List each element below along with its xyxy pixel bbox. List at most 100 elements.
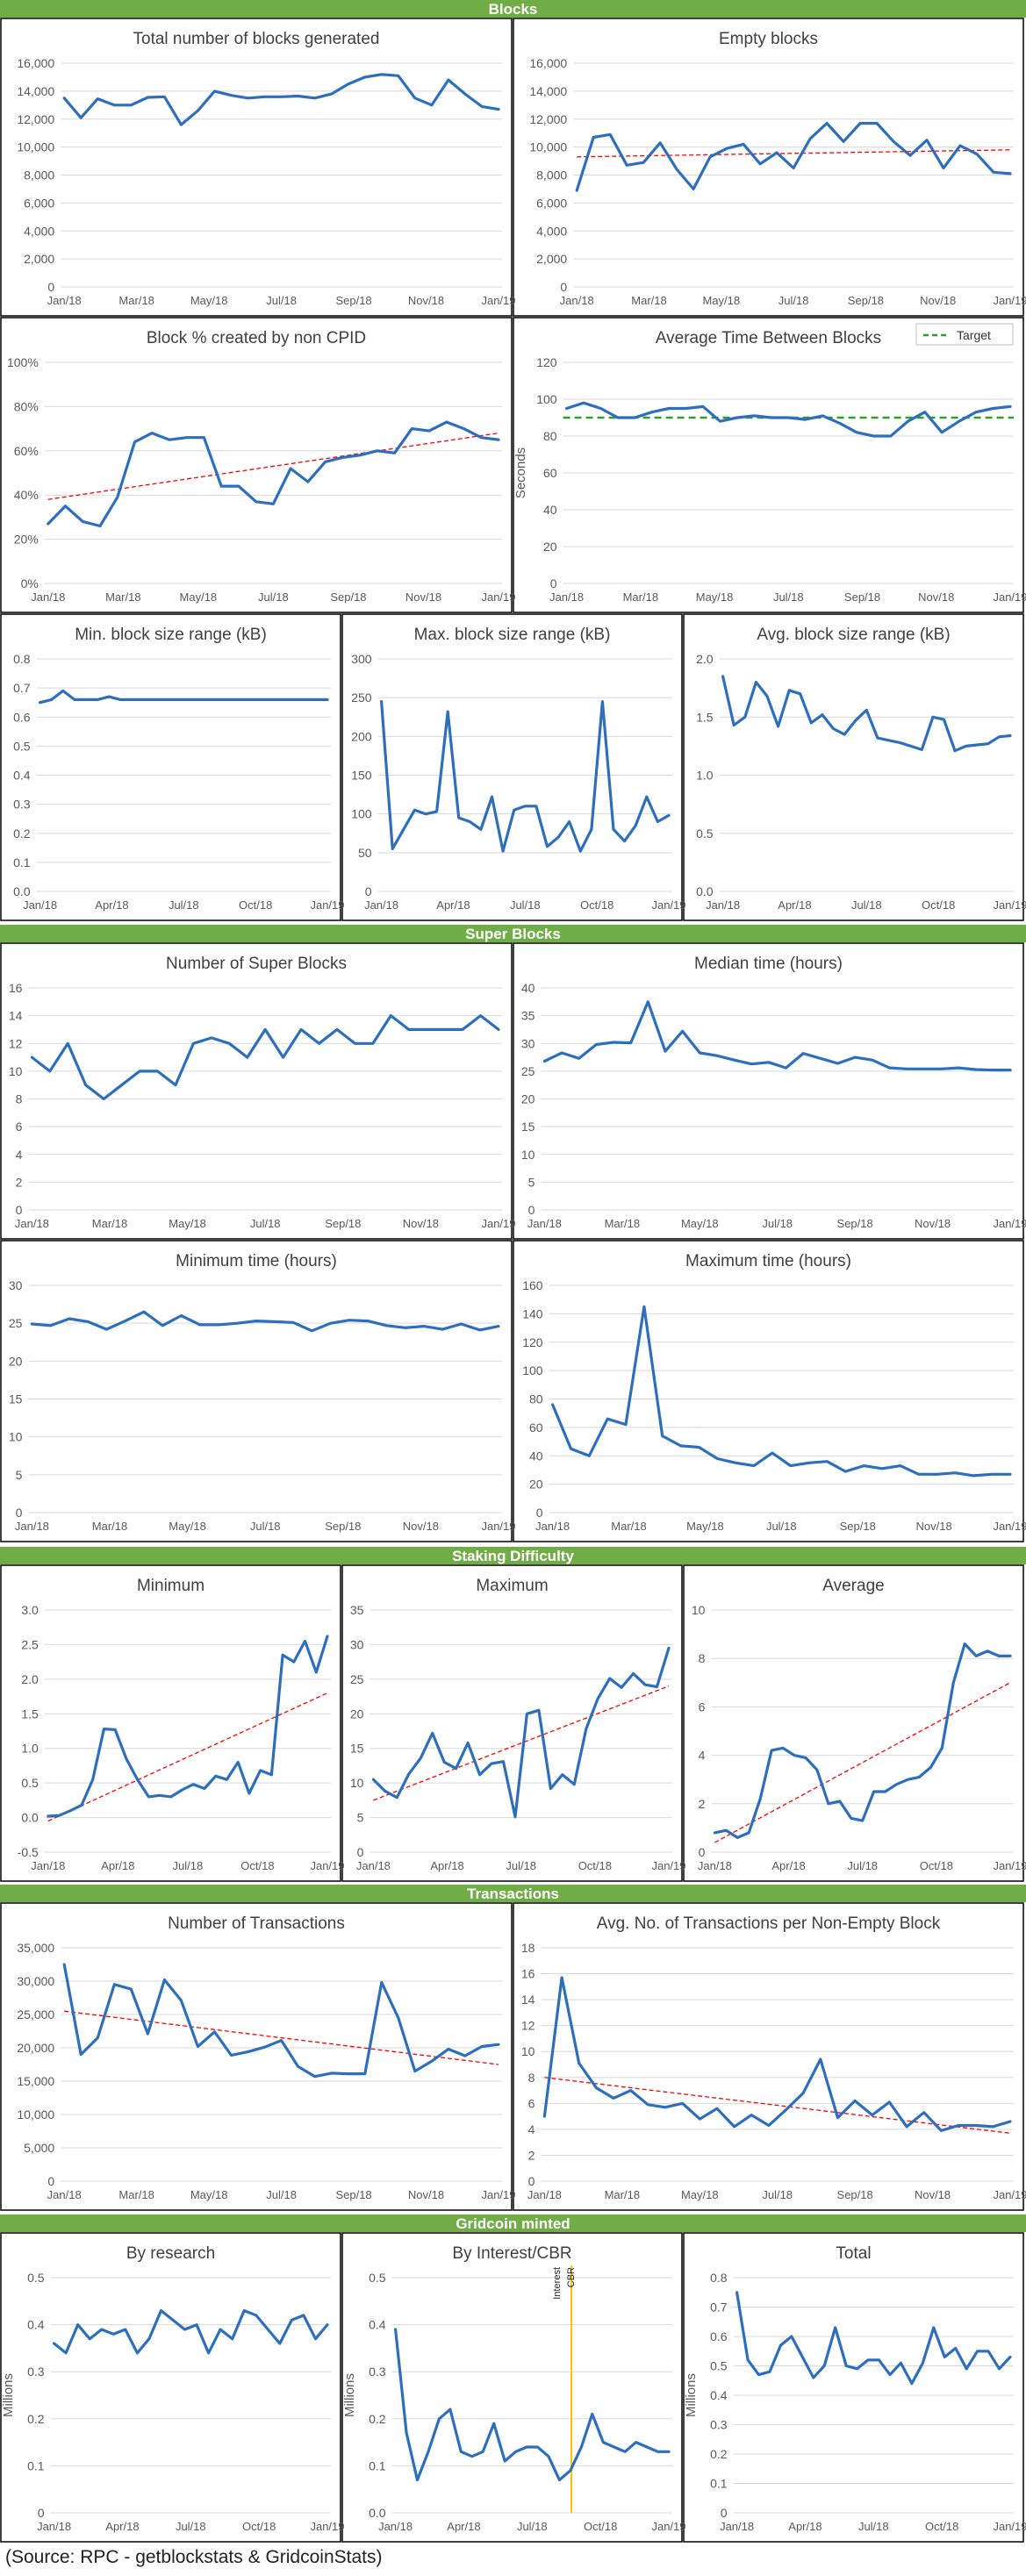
y-tick-label: 100: [351, 807, 372, 821]
data-point: [597, 1698, 599, 1699]
y-tick-label: 0.5: [21, 1776, 39, 1790]
y-tick-label: 0.2: [27, 2412, 45, 2426]
data-point: [513, 809, 515, 812]
y-tick-label: 10: [521, 1148, 535, 1162]
data-point: [210, 1037, 212, 1039]
data-point: [192, 1042, 195, 1045]
x-tick-label: Jan/18: [720, 2520, 754, 2533]
data-point: [58, 1814, 61, 1817]
x-tick-label: Nov/18: [408, 294, 444, 307]
x-tick-label: Oct/18: [920, 1859, 953, 1872]
y-tick-label: 20: [529, 1478, 543, 1492]
data-point: [617, 417, 619, 419]
section-header-bar: [0, 1885, 1026, 1902]
section-title: Staking Difficulty: [452, 1548, 574, 1564]
y-tick-label: 0.5: [13, 739, 31, 753]
x-tick-label: Jan/19: [993, 294, 1026, 307]
y-tick-label: 100%: [7, 355, 39, 369]
x-tick-label: Jul/18: [250, 1520, 281, 1533]
data-point: [255, 1320, 257, 1322]
data-point: [347, 2072, 349, 2075]
section-title: Gridcoin minted: [456, 2215, 570, 2232]
data-point: [326, 698, 328, 701]
data-point: [213, 89, 216, 92]
x-tick-label: Jan/19: [310, 898, 344, 912]
x-tick-label: Jul/18: [266, 2188, 297, 2201]
data-point: [871, 2114, 873, 2116]
y-tick-label: 25: [350, 1672, 364, 1686]
section-header-bar: [0, 1547, 1026, 1564]
data-point: [626, 164, 628, 167]
y-tick-label: 15: [350, 1742, 364, 1756]
data-point: [992, 2126, 994, 2128]
data-point: [492, 2422, 495, 2425]
data-point: [769, 2371, 771, 2373]
data-point: [822, 415, 824, 417]
data-point: [188, 698, 190, 701]
data-point: [750, 2114, 753, 2116]
chart-frame: [0, 2232, 341, 2543]
x-tick-label: Jan/19: [993, 1520, 1026, 1533]
x-tick-label: Sep/18: [335, 294, 371, 307]
data-point: [907, 420, 909, 423]
data-point: [220, 485, 223, 488]
data-point: [491, 796, 493, 798]
data-point: [910, 2382, 913, 2385]
data-point: [243, 2309, 246, 2312]
data-point: [478, 1329, 481, 1331]
data-point: [105, 1328, 108, 1330]
x-tick-label: Jan/19: [651, 1859, 685, 1872]
data-point: [804, 419, 807, 420]
data-point: [172, 2319, 174, 2322]
y-tick-label: 0.6: [13, 710, 31, 724]
y-tick-label: 20%: [14, 533, 39, 547]
data-point: [455, 1767, 457, 1770]
y-tick-label: 40: [521, 981, 535, 995]
data-point: [843, 140, 844, 143]
data-point: [719, 420, 721, 423]
y-tick-label: 20: [543, 540, 557, 554]
series-line: [52, 2308, 329, 2355]
x-tick-label: Apr/18: [778, 898, 811, 912]
data-point: [578, 2062, 580, 2064]
data-point: [932, 2327, 935, 2329]
data-point: [147, 2033, 149, 2035]
data-point: [943, 719, 945, 720]
data-point: [890, 435, 892, 437]
data-point: [608, 1678, 611, 1679]
data-point: [940, 1068, 943, 1070]
data-point: [826, 122, 828, 125]
data-point: [656, 1685, 658, 1688]
y-tick-label: 0.8: [710, 2271, 728, 2285]
data-point: [326, 1635, 328, 1637]
data-point: [679, 1445, 682, 1447]
y-tick-label: 30,000: [17, 1974, 54, 1988]
x-tick-label: Nov/18: [915, 1217, 951, 1230]
data-point: [363, 76, 366, 78]
y-tick-label: 2.0: [21, 1672, 39, 1686]
data-point: [463, 427, 465, 430]
y-tick-label: 0.7: [13, 681, 31, 695]
data-point: [363, 2072, 366, 2075]
data-point: [257, 698, 260, 701]
data-point: [198, 1323, 201, 1326]
data-point: [246, 698, 248, 701]
y-tick-label: 8,000: [24, 168, 54, 182]
data-point: [570, 1448, 572, 1450]
data-point: [941, 431, 943, 433]
y-tick-label: 0: [721, 2506, 728, 2520]
x-tick-label: Apr/18: [101, 1859, 134, 1872]
data-point: [844, 1470, 847, 1472]
y-tick-label: 250: [351, 691, 372, 705]
data-point: [413, 809, 416, 812]
data-point: [592, 136, 595, 139]
x-tick-label: Jul/18: [173, 1859, 204, 1872]
y-tick-label: 4: [528, 2122, 535, 2136]
x-tick-label: Sep/18: [840, 1520, 876, 1533]
data-point: [228, 1042, 231, 1045]
y-tick-label: 8: [16, 1092, 23, 1106]
data-point: [872, 1791, 875, 1792]
x-tick-label: May/18: [681, 1217, 719, 1230]
chart-title: Maximum: [476, 1577, 548, 1595]
chart-title: Min. block size range (kB): [75, 626, 267, 644]
